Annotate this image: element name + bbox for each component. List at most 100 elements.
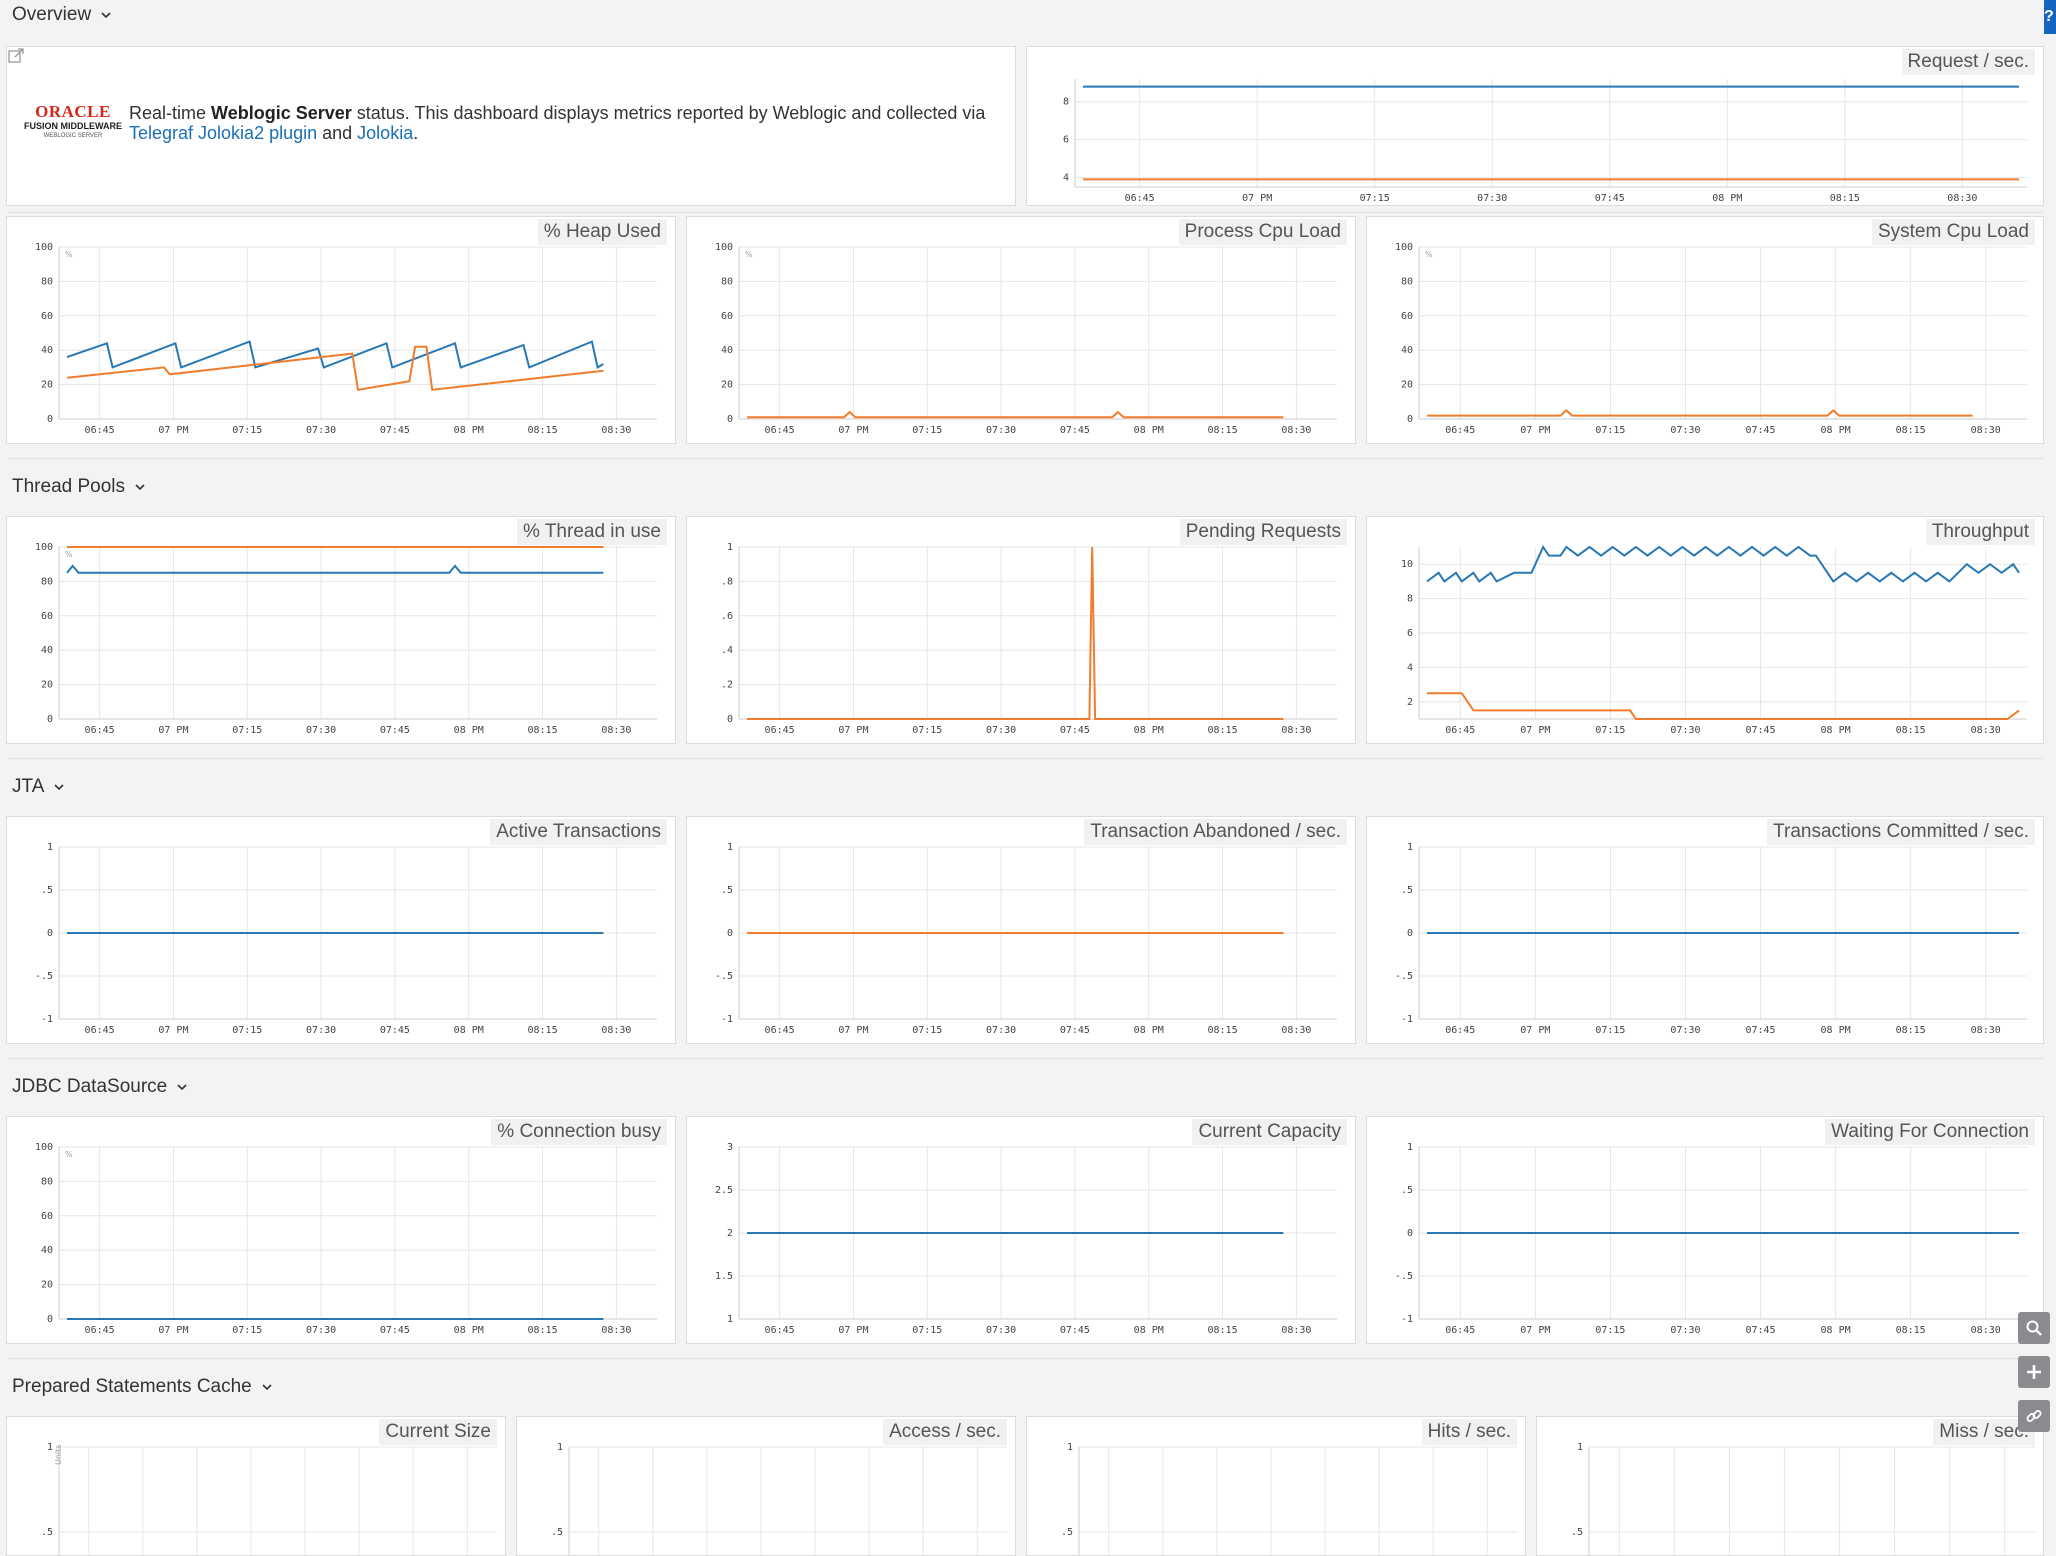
y-tick-label: .5 bbox=[41, 885, 53, 896]
x-tick-label: 08:30 bbox=[1971, 1025, 2001, 1036]
y-tick-label: 0 bbox=[47, 928, 53, 939]
panel-title: % Thread in use bbox=[516, 519, 667, 545]
section-overview-toggle[interactable]: Overview bbox=[12, 4, 113, 26]
oracle-logo: ORACLE FUSION MIDDLEWARE WEBLOGIC SERVER bbox=[23, 103, 123, 143]
y-tick-label: 2 bbox=[1407, 697, 1413, 708]
section-psc-title: Prepared Statements Cache bbox=[12, 1376, 252, 1397]
x-tick-label: 07:30 bbox=[1670, 1325, 1700, 1336]
x-tick-label: 07 PM bbox=[838, 1025, 868, 1036]
x-tick-label: 08:15 bbox=[1208, 1025, 1238, 1036]
x-tick-label: 08:15 bbox=[528, 425, 558, 436]
series-line-orange bbox=[747, 410, 1284, 419]
x-tick-label: 07:15 bbox=[912, 725, 942, 736]
x-tick-label: 07 PM bbox=[158, 1025, 188, 1036]
y-tick-label: 1 bbox=[557, 1442, 563, 1453]
x-tick-label: 08 PM bbox=[1712, 193, 1742, 204]
chart-pending: 06:45 07 PM 07:15 07:30 07:45 08 PM 08:15 08:30… bbox=[721, 542, 1337, 736]
x-tick-label: 08:15 bbox=[528, 1325, 558, 1336]
section-thread-pools-toggle[interactable]: Thread Pools bbox=[12, 476, 147, 498]
chart-tx_committed: 06:45 07 PM 07:15 07:30 07:45 08 PM 08:15 08:30… bbox=[1395, 842, 2027, 1036]
x-tick-label: 07 PM bbox=[1520, 1325, 1550, 1336]
y-tick-label: 40 bbox=[721, 345, 733, 356]
x-tick-label: 08 PM bbox=[454, 1025, 484, 1036]
x-tick-label: 07 PM bbox=[1520, 1025, 1550, 1036]
y-tick-label: 60 bbox=[41, 311, 53, 322]
y-tick-label: 6 bbox=[1407, 628, 1413, 639]
x-tick-label: 08:15 bbox=[1208, 1325, 1238, 1336]
y-tick-label: 40 bbox=[41, 345, 53, 356]
x-tick-label: 06:45 bbox=[1445, 425, 1475, 436]
x-tick-label: 08 PM bbox=[454, 1325, 484, 1336]
x-tick-label: 08:30 bbox=[601, 725, 631, 736]
y-tick-label: 0 bbox=[1407, 414, 1413, 425]
chart-cache_access: .5 1 bbox=[551, 1442, 1007, 1555]
y-tick-label: 10 bbox=[1401, 559, 1413, 570]
y-tick-label: -1 bbox=[1401, 1014, 1413, 1025]
chart-tx_abandoned: 06:45 07 PM 07:15 07:30 07:45 08 PM 08:15 08:30… bbox=[715, 842, 1337, 1036]
x-tick-label: 07 PM bbox=[838, 725, 868, 736]
y-tick-label: 80 bbox=[721, 276, 733, 287]
intro-text-bold: Weblogic Server bbox=[211, 103, 352, 123]
series-line-orange bbox=[1427, 409, 1973, 417]
y-tick-label: 2.5 bbox=[715, 1185, 733, 1196]
series-line-blue bbox=[1426, 544, 2020, 583]
x-tick-label: 08:15 bbox=[1896, 1025, 1926, 1036]
add-button[interactable] bbox=[2018, 1356, 2050, 1388]
y-tick-label: .5 bbox=[721, 885, 733, 896]
x-tick-label: 07:15 bbox=[1595, 725, 1625, 736]
panel-title: Hits / sec. bbox=[1421, 1419, 1517, 1445]
chart-cache_miss: .5 1 bbox=[1571, 1442, 2035, 1555]
y-tick-label: 20 bbox=[721, 380, 733, 391]
x-tick-label: 07:45 bbox=[1060, 725, 1090, 736]
y-tick-label: 1 bbox=[727, 842, 733, 853]
logo-line1: FUSION MIDDLEWARE bbox=[24, 121, 122, 131]
x-tick-label: 07:45 bbox=[1595, 193, 1625, 204]
y-tick-label: .5 bbox=[1401, 1185, 1413, 1196]
help-button[interactable]: ? bbox=[2044, 0, 2056, 34]
panel-throughput: Throughput 06:45 07 PM 07:15 07:30 07:45 08 PM… bbox=[1366, 516, 2044, 744]
telegraf-link[interactable]: Telegraf Jolokia2 plugin bbox=[129, 123, 318, 143]
panel-process-cpu: Process Cpu Load 06:45 07 PM 07:15 07:30 07:4… bbox=[686, 216, 1356, 444]
jolokia-link[interactable]: Jolokia bbox=[357, 123, 414, 143]
x-tick-label: 07:15 bbox=[232, 1325, 262, 1336]
search-button[interactable] bbox=[2018, 1312, 2050, 1344]
y-tick-label: 1.5 bbox=[715, 1271, 733, 1282]
share-link-button[interactable] bbox=[2018, 1400, 2050, 1432]
panel-requests: Request / sec. 06:45 07 PM 07:15 07:30 07:45 0… bbox=[1026, 46, 2044, 206]
section-jta-toggle[interactable]: JTA bbox=[12, 776, 66, 798]
x-tick-label: 07:30 bbox=[306, 1325, 336, 1336]
x-tick-label: 07:15 bbox=[232, 425, 262, 436]
x-tick-label: 07:30 bbox=[306, 725, 336, 736]
chart-requests: 06:45 07 PM 07:15 07:30 07:45 08 PM 08:15 08:30… bbox=[1063, 79, 2027, 204]
x-tick-label: 08:30 bbox=[1281, 725, 1311, 736]
series-line-blue bbox=[66, 564, 604, 574]
y-tick-label: 0 bbox=[727, 928, 733, 939]
y-tick-label: 60 bbox=[721, 311, 733, 322]
external-link-icon[interactable] bbox=[7, 47, 25, 65]
y-tick-label: 60 bbox=[41, 1211, 53, 1222]
chart-cpu_system: 06:45 07 PM 07:15 07:30 07:45 08 PM 08:15 08:30… bbox=[1395, 242, 2027, 436]
x-tick-label: 07 PM bbox=[158, 425, 188, 436]
panel-title: Active Transactions bbox=[490, 819, 667, 845]
y-tick-label: 8 bbox=[1407, 594, 1413, 605]
y-tick-label: 100 bbox=[35, 1142, 53, 1153]
y-tick-label: 1 bbox=[727, 1314, 733, 1325]
x-tick-label: 07:30 bbox=[1670, 425, 1700, 436]
chart-active_tx: 06:45 07 PM 07:15 07:30 07:45 08 PM 08:15 08:30… bbox=[35, 842, 657, 1036]
x-tick-label: 08 PM bbox=[1821, 725, 1851, 736]
panel-waiting-for-connection: Waiting For Connection 06:45 07 PM 07:15 07:… bbox=[1366, 1116, 2044, 1344]
section-psc-toggle[interactable]: Prepared Statements Cache bbox=[12, 1376, 274, 1398]
y-tick-label: 0 bbox=[1407, 928, 1413, 939]
y-tick-label: .5 bbox=[1401, 885, 1413, 896]
y-tick-label: -.5 bbox=[35, 971, 53, 982]
x-tick-label: 08 PM bbox=[454, 425, 484, 436]
chart-cache_size: .5 1 Units bbox=[41, 1442, 497, 1555]
y-tick-label: 0 bbox=[1407, 1228, 1413, 1239]
panel-thread-in-use: % Thread in use 06:45 07 PM 07:15 07:30 07:45… bbox=[6, 516, 676, 744]
intro-panel: ORACLE FUSION MIDDLEWARE WEBLOGIC SERVER… bbox=[6, 46, 1016, 206]
chevron-down-icon bbox=[177, 1084, 187, 1091]
panel-cache-current-size: Current Size .5 1 Units bbox=[6, 1416, 506, 1556]
section-jdbc-toggle[interactable]: JDBC DataSource bbox=[12, 1076, 189, 1098]
panel-connection-busy: % Connection busy 06:45 07 PM 07:15 07:30 07:… bbox=[6, 1116, 676, 1344]
unit-label: % bbox=[1425, 250, 1433, 259]
